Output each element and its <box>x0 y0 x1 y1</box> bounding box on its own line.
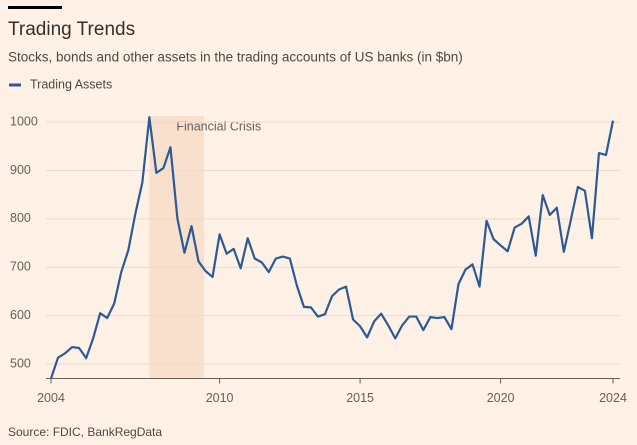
y-tick-label: 600 <box>10 308 31 322</box>
y-tick-label: 800 <box>10 211 31 225</box>
x-tick-label: 2015 <box>346 391 374 405</box>
y-tick-label: 1000 <box>10 114 38 128</box>
x-tick-label: 2024 <box>599 391 627 405</box>
annotation-label: Financial Crisis <box>176 119 261 133</box>
brand-bar <box>8 6 62 9</box>
x-tick-label: 2020 <box>487 391 515 405</box>
y-tick-label: 700 <box>10 260 31 274</box>
chart-title: Trading Trends <box>8 19 135 40</box>
chart-subtitle: Stocks, bonds and other assets in the tr… <box>8 50 463 65</box>
x-tick-label: 2004 <box>37 391 65 405</box>
legend-label: Trading Assets <box>30 77 112 91</box>
x-tick-label: 2010 <box>206 391 234 405</box>
source: Source: FDIC, BankRegData <box>8 425 162 439</box>
data-line <box>49 116 615 379</box>
y-tick-label: 900 <box>10 163 31 177</box>
y-tick-label: 500 <box>10 356 31 370</box>
